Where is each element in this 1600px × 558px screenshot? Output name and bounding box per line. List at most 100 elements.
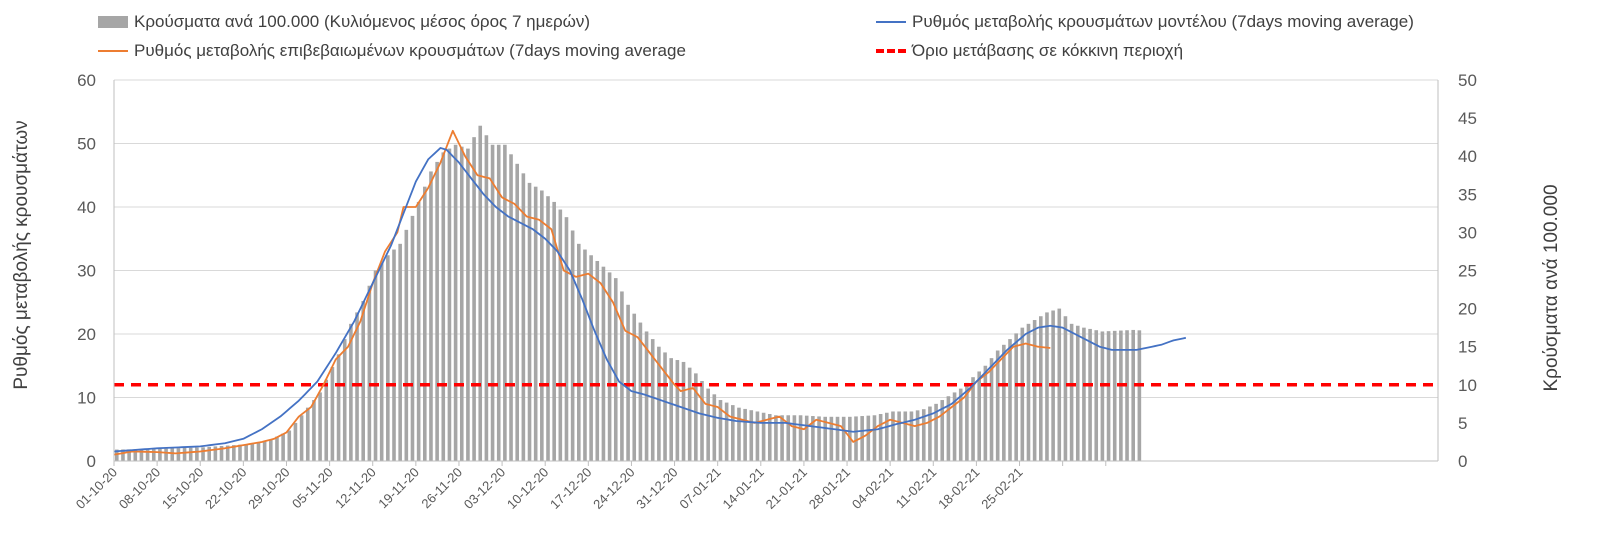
bar <box>1008 339 1012 461</box>
bar <box>921 409 926 461</box>
bar <box>872 415 877 461</box>
gridlines <box>114 79 1438 398</box>
bar <box>145 449 150 461</box>
bar <box>1002 344 1006 461</box>
bar <box>164 448 168 461</box>
bar <box>441 152 446 461</box>
bar <box>281 433 285 461</box>
x-tick-label: 07-01-21 <box>676 465 723 512</box>
bar <box>515 163 519 461</box>
x-tick-label: 14-01-21 <box>720 465 767 512</box>
bar <box>860 416 864 461</box>
bar <box>583 249 587 461</box>
bar <box>767 414 772 461</box>
bar <box>657 346 661 461</box>
bar <box>1032 320 1037 461</box>
x-tick-label: 31-12-20 <box>633 465 680 512</box>
bar <box>133 449 138 461</box>
y-axis-left-ticks: 0 10 20 30 40 50 60 <box>77 71 96 471</box>
bar <box>632 313 637 461</box>
bar <box>977 371 981 461</box>
confirmed-line <box>113 129 1051 456</box>
bar <box>891 411 895 461</box>
y-right-tick-label: 45 <box>1458 109 1477 128</box>
bar <box>989 358 994 461</box>
bar <box>928 406 932 461</box>
bar <box>675 360 680 461</box>
bar <box>293 422 298 461</box>
y-left-tick-label: 60 <box>77 71 96 90</box>
bar <box>700 380 704 461</box>
y-axis-right-ticks: 0 5 10 15 20 25 30 35 40 45 50 <box>1458 71 1477 471</box>
bar <box>447 148 452 461</box>
x-tick-label: 08-10-20 <box>116 465 163 512</box>
bar <box>478 125 483 461</box>
bar <box>299 415 304 461</box>
y-left-tick-label: 10 <box>77 389 96 408</box>
y-right-tick-label: 25 <box>1458 262 1477 281</box>
bar <box>965 382 969 461</box>
bar <box>940 400 945 461</box>
bar <box>946 396 951 461</box>
bar <box>570 230 575 461</box>
bar <box>472 137 476 461</box>
bar <box>453 144 458 461</box>
bar <box>724 402 729 461</box>
bar <box>1094 330 1099 461</box>
bar <box>681 361 686 461</box>
bar <box>410 215 415 461</box>
bar <box>669 358 673 461</box>
bar <box>835 416 840 461</box>
bar <box>1075 325 1080 461</box>
bar <box>761 412 766 461</box>
bar <box>1063 316 1068 461</box>
legend-confirmed-swatch <box>98 50 128 52</box>
bar <box>170 448 175 461</box>
x-tick-label: 25-02-21 <box>978 465 1025 512</box>
y-right-tick-label: 50 <box>1458 71 1477 90</box>
bar <box>392 249 396 461</box>
bar <box>115 449 119 461</box>
bar <box>1125 330 1129 461</box>
bar <box>1119 330 1123 461</box>
bar <box>232 445 236 461</box>
bar <box>909 411 914 461</box>
bar <box>269 439 273 461</box>
bar <box>995 350 1000 461</box>
bar <box>139 449 144 461</box>
x-tick-label: 05-11-20 <box>289 465 336 512</box>
bar <box>866 415 871 461</box>
x-tick-label: 01-10-20 <box>73 465 120 512</box>
y-left-tick-label: 0 <box>87 452 96 471</box>
bar <box>546 196 550 461</box>
bar <box>613 278 618 461</box>
bar <box>1020 327 1025 461</box>
bar <box>558 209 563 461</box>
legend-model: Ρυθμός μεταβολής κρουσμάτων μοντέλου (7d… <box>876 12 1414 32</box>
bar <box>792 415 797 461</box>
bar <box>1131 329 1135 461</box>
bar <box>903 411 908 461</box>
y-right-tick-label: 30 <box>1458 223 1477 242</box>
legend-threshold-label: Όριο μετάβασης σε κόκκινη περιοχή <box>912 41 1184 60</box>
bar <box>1057 308 1062 461</box>
bar <box>737 407 741 461</box>
bar <box>275 436 279 461</box>
bar <box>1137 330 1142 461</box>
y-axis-left-label: Ρυθμός μεταβολής κρουσμάτων <box>11 120 32 390</box>
bar <box>952 392 957 461</box>
bar <box>687 367 692 461</box>
bar <box>620 291 624 461</box>
x-tick-label: 26-11-20 <box>418 465 465 512</box>
bar <box>121 449 125 461</box>
legend-bars-label: Κρούσματα ανά 100.000 (Κυλιόμενος μέσος … <box>134 12 591 31</box>
bar <box>404 229 409 461</box>
bar <box>435 161 439 461</box>
bar <box>238 444 242 461</box>
bar <box>330 367 335 461</box>
bar <box>201 447 205 461</box>
bar <box>318 392 322 461</box>
bar <box>774 415 778 461</box>
bar <box>823 416 827 461</box>
bar <box>188 447 193 461</box>
